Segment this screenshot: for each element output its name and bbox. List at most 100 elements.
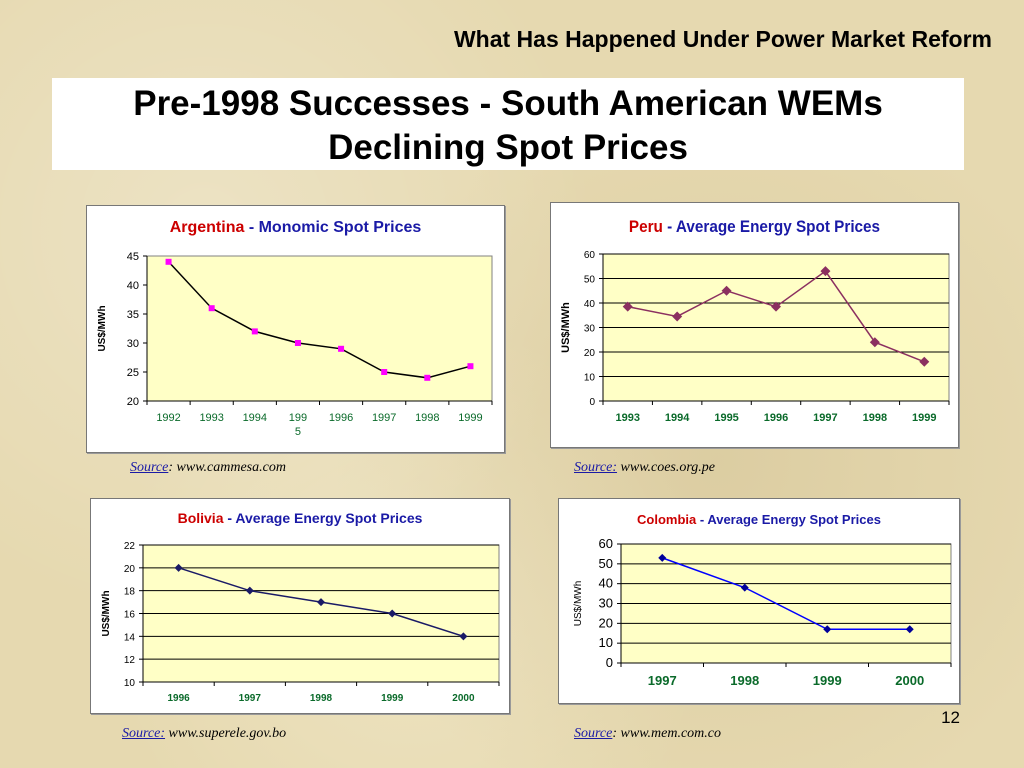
bolivia-chart-svg: Bolivia - Average Energy Spot Prices 10 12… bbox=[101, 510, 500, 704]
peru-data-point bbox=[919, 356, 930, 367]
peru-data-point bbox=[672, 311, 683, 322]
argentina-chart: Argentina - Monomic Spot Prices 20 25 30 35 4… bbox=[86, 205, 505, 453]
colombia-x-tick-label: 1998 bbox=[730, 673, 759, 688]
argentina-title-rest: - Monomic Spot Prices bbox=[244, 219, 421, 236]
colombia-y-tick-label: 50 bbox=[599, 556, 613, 571]
bolivia-x-tick-label: 1996 bbox=[167, 693, 190, 704]
colombia-data-point bbox=[905, 625, 914, 634]
title-box: Pre-1998 Successes - South American WEMs… bbox=[52, 78, 964, 170]
argentina-data-point bbox=[424, 374, 431, 381]
bolivia-y-tick-label: 18 bbox=[124, 587, 136, 598]
argentina-chart-title: Argentina - Monomic Spot Prices bbox=[170, 219, 422, 236]
bolivia-title-country: Bolivia bbox=[178, 510, 224, 526]
bolivia-title-rest: - Average Energy Spot Prices bbox=[223, 510, 422, 526]
peru-x-tick-label: 1999 bbox=[912, 412, 936, 424]
colombia-data-point bbox=[658, 553, 667, 562]
colombia-y-tick-label: 30 bbox=[599, 596, 613, 611]
bolivia-y-tick-label: 22 bbox=[124, 541, 136, 552]
bolivia-data-point bbox=[174, 563, 183, 572]
colombia-x-tick-label: 2000 bbox=[895, 673, 924, 688]
peru-x-tick-label: 1994 bbox=[665, 412, 690, 424]
colombia-title-country: Colombia bbox=[637, 512, 697, 527]
colombia-chart-title: Colombia - Average Energy Spot Prices bbox=[637, 512, 881, 527]
peru-y-tick-label: 20 bbox=[584, 348, 596, 359]
argentina-y-tick-label: 25 bbox=[127, 367, 139, 379]
bolivia-x-tick-label: 1999 bbox=[381, 693, 404, 704]
source-label[interactable]: Source bbox=[130, 460, 169, 475]
colombia-chart-svg: Colombia - Average Energy Spot Prices 0 10… bbox=[573, 512, 952, 688]
argentina-data-point bbox=[381, 369, 388, 375]
bolivia-y-tick-label: 16 bbox=[124, 610, 136, 621]
bolivia-y-tick-label: 20 bbox=[124, 564, 136, 575]
argentina-x-tick-label: 1997 bbox=[372, 412, 396, 424]
bolivia-data-point bbox=[388, 609, 397, 618]
argentina-y-tick-label: 45 bbox=[127, 251, 139, 263]
argentina-x-tick-label: 1999 bbox=[458, 412, 482, 424]
colombia-title-rest: - Average Energy Spot Prices bbox=[696, 512, 881, 527]
argentina-x-tick-label: 1998 bbox=[415, 412, 439, 424]
bolivia-y-axis-label: US$/MWh bbox=[101, 590, 112, 636]
peru-y-tick-label: 0 bbox=[589, 397, 595, 408]
argentina-data-point bbox=[251, 328, 258, 335]
source-colombia: Source: www.mem.com.co bbox=[574, 726, 721, 742]
argentina-data-point bbox=[208, 305, 215, 312]
source-argentina: Source: www.cammesa.com bbox=[130, 460, 286, 476]
argentina-y-tick-label: 30 bbox=[127, 338, 139, 350]
argentina-series-line bbox=[168, 261, 471, 379]
peru-data-point bbox=[771, 301, 781, 312]
peru-x-tick-label: 1998 bbox=[863, 412, 887, 424]
peru-y-tick-label: 40 bbox=[584, 299, 596, 310]
argentina-x-tick-label: 1996 bbox=[329, 412, 353, 424]
page-number: 12 bbox=[941, 708, 960, 727]
argentina-x-tick-label: 1993 bbox=[199, 412, 223, 424]
peru-x-tick-label: 1995 bbox=[714, 412, 738, 424]
colombia-y-tick-label: 20 bbox=[599, 615, 613, 630]
argentina-x-tick-label: 1994 bbox=[243, 412, 267, 424]
colombia-y-tick-label: 0 bbox=[606, 655, 613, 670]
peru-chart-svg: Peru - Average Energy Spot Prices 0 10 20 30… bbox=[560, 217, 950, 424]
bolivia-x-tick-label: 1997 bbox=[239, 693, 262, 704]
peru-x-tick-label: 1996 bbox=[764, 412, 788, 424]
peru-y-tick-label: 60 bbox=[584, 250, 596, 261]
peru-title-country: Peru bbox=[629, 217, 663, 236]
slide-title-line1: Pre-1998 Successes - South American WEMs bbox=[133, 84, 883, 123]
argentina-data-point bbox=[467, 363, 474, 370]
peru-title-rest: - Average Energy Spot Prices bbox=[663, 217, 880, 236]
colombia-y-axis-label: US$/MWh bbox=[573, 581, 584, 627]
source-peru: Source: www.coes.org.pe bbox=[574, 460, 715, 476]
colombia-series-line bbox=[661, 557, 910, 631]
peru-chart-title: Peru - Average Energy Spot Prices bbox=[629, 217, 880, 236]
peru-data-point bbox=[622, 301, 633, 312]
bolivia-data-point bbox=[459, 632, 468, 641]
source-label[interactable]: Source: bbox=[122, 726, 166, 741]
peru-x-tick-label: 1997 bbox=[813, 412, 837, 424]
argentina-chart-svg: Argentina - Monomic Spot Prices 20 25 30 35 4… bbox=[97, 219, 493, 438]
source-url: www.mem.com.co bbox=[620, 726, 721, 741]
source-url: www.superele.gov.bo bbox=[168, 726, 287, 741]
colombia-y-tick-label: 60 bbox=[599, 536, 613, 551]
argentina-x-tick-label: 199 5 bbox=[289, 412, 307, 438]
peru-x-tick-label: 1993 bbox=[615, 412, 639, 424]
argentina-y-tick-label: 35 bbox=[127, 309, 139, 321]
bolivia-data-point bbox=[317, 598, 325, 607]
slide-title-line2: Declining Spot Prices bbox=[328, 128, 688, 167]
bolivia-y-tick-label: 12 bbox=[124, 655, 136, 666]
peru-data-point bbox=[820, 266, 831, 277]
bolivia-y-tick-label: 10 bbox=[124, 678, 136, 689]
source-bolivia: Source: www.superele.gov.bo bbox=[122, 726, 286, 742]
peru-data-point bbox=[869, 337, 880, 348]
argentina-y-axis-label: US$/MWh bbox=[97, 305, 108, 351]
argentina-title-country: Argentina bbox=[170, 219, 245, 236]
peru-y-axis-label: US$/MWh bbox=[560, 302, 572, 353]
argentina-data-point bbox=[165, 258, 172, 265]
colombia-data-point bbox=[740, 583, 749, 592]
colombia-data-point bbox=[823, 625, 832, 634]
source-label[interactable]: Source bbox=[574, 726, 613, 741]
argentina-data-point bbox=[294, 340, 301, 346]
colombia-x-tick-label: 1997 bbox=[648, 673, 677, 688]
source-sep: : bbox=[168, 460, 177, 475]
peru-y-tick-label: 50 bbox=[584, 275, 596, 286]
source-label[interactable]: Source: bbox=[574, 460, 618, 475]
peru-data-point bbox=[721, 285, 732, 296]
bolivia-x-tick-label: 2000 bbox=[452, 693, 475, 704]
